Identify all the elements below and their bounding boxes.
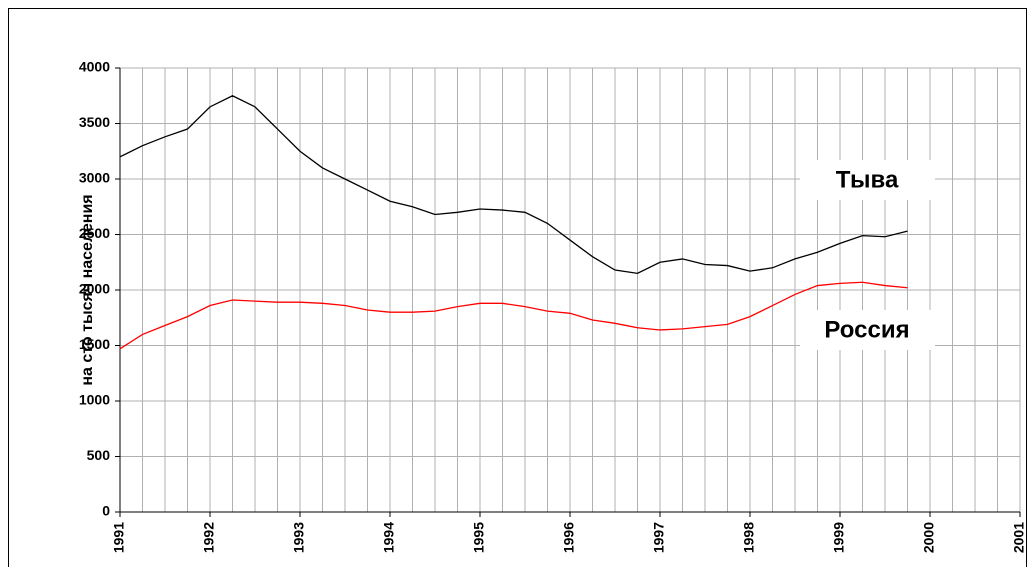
x-tick-label: 2001 [1011, 522, 1027, 553]
y-tick-label: 3500 [79, 114, 110, 130]
x-tick-label: 1997 [651, 522, 667, 553]
y-tick-label: 500 [87, 447, 111, 463]
y-tick-label: 0 [102, 503, 110, 519]
series-line [119, 95, 908, 275]
y-axis-label: на сто тысяч населения [79, 194, 96, 385]
x-tick-label: 1996 [561, 522, 577, 553]
y-tick-label: 4000 [79, 59, 110, 75]
series-label: Россия [824, 316, 909, 343]
chart-border [8, 8, 1027, 567]
x-tick-label: 1991 [111, 522, 127, 553]
y-tick-label: 3000 [79, 170, 110, 186]
x-tick-label: 1995 [471, 522, 487, 553]
series-label: Тыва [836, 166, 899, 193]
x-tick-label: 1999 [831, 522, 847, 553]
series-label-box [800, 160, 935, 200]
x-tick-label: 2000 [921, 522, 937, 553]
x-tick-label: 1992 [201, 522, 217, 553]
x-tick-label: 1994 [381, 522, 397, 553]
series-label-box [800, 310, 935, 350]
y-tick-label: 1500 [79, 336, 110, 352]
y-tick-label: 1000 [79, 392, 110, 408]
y-tick-label: 2500 [79, 225, 110, 241]
series-line [119, 281, 908, 350]
x-tick-label: 1993 [291, 522, 307, 553]
x-tick-label: 1998 [741, 522, 757, 553]
y-tick-label: 2000 [79, 281, 110, 297]
